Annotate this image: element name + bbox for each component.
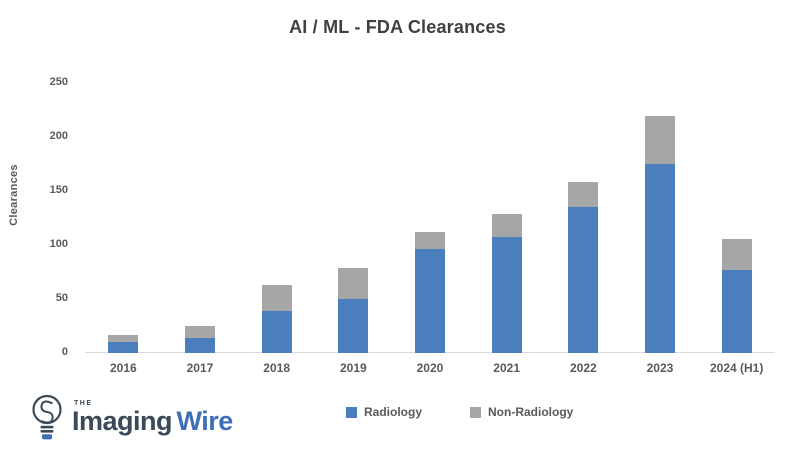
x-axis-label-2018: 2018 [263,361,290,375]
logo-imaging: Imaging [72,406,173,436]
x-axis-label-2022: 2022 [569,361,597,375]
bar-segment-non-radiology [645,116,675,164]
bar-segment-radiology [491,237,522,353]
bar-segment-non-radiology [108,334,139,343]
x-axis-label-2019: 2019 [339,361,367,375]
bar-segment-non-radiology [415,232,445,250]
x-axis-label-2020: 2020 [416,361,444,375]
bar-2021 [491,213,522,353]
legend-label-radiology: Radiology [364,405,423,419]
bar-2016 [108,334,139,353]
bar-2020 [415,232,445,353]
x-axis-label-2016: 2016 [109,361,137,375]
bar-segment-non-radiology [721,238,752,270]
logo-the: THE [74,400,93,407]
bar-segment-radiology [415,249,445,353]
logo-text: THE Imaging Wire [72,392,233,435]
bar-segment-radiology [261,310,292,353]
bar-segment-non-radiology [568,182,599,208]
y-axis-tick-150: 150 [49,184,68,196]
bar-2022 [568,182,599,353]
x-axis-label-2024-h1-: 2024 (H1) [709,361,764,375]
chart-legend: Radiology Non-Radiology [346,405,573,419]
bar-2023 [645,116,675,353]
imaging-wire-logo: THE Imaging Wire [28,392,233,451]
bar-segment-radiology [568,207,599,353]
x-axis-label-2023: 2023 [646,361,674,375]
lightbulb-icon [28,392,66,451]
chart-title: AI / ML - FDA Clearances [289,17,506,37]
bar-segment-non-radiology [261,284,292,311]
x-axis-label-2021: 2021 [493,361,520,375]
y-axis-tick-100: 100 [49,238,68,250]
y-axis-tick-200: 200 [49,130,68,142]
bar-2018 [261,284,292,353]
y-axis-tick-50: 50 [55,292,68,304]
bar-segment-non-radiology [185,326,215,338]
legend-swatch-non-radiology [470,406,482,418]
bar-segment-radiology [338,298,369,353]
legend-swatch-radiology [346,406,357,418]
legend-item-non-radiology: Non-Radiology [470,405,573,419]
logo-words: Imaging Wire [72,408,233,435]
legend-item-radiology: Radiology [346,405,422,419]
bar-segment-radiology [108,342,139,353]
y-axis-title: Clearances [8,164,20,226]
bar-segment-radiology [185,337,215,353]
bar-segment-radiology [645,163,675,353]
bar-2019 [338,267,369,353]
bar-segment-radiology [721,269,752,353]
bar-segment-non-radiology [338,267,369,299]
bar-2017 [185,326,215,353]
y-axis-tick-0: 0 [61,346,68,358]
logo-wire: Wire [176,406,233,436]
legend-label-non-radiology: Non-Radiology [488,405,574,419]
x-axis-label-2017: 2017 [186,361,214,375]
y-axis-tick-250: 250 [49,76,68,88]
bar-2024-h1- [721,238,752,353]
bar-segment-non-radiology [491,213,522,238]
